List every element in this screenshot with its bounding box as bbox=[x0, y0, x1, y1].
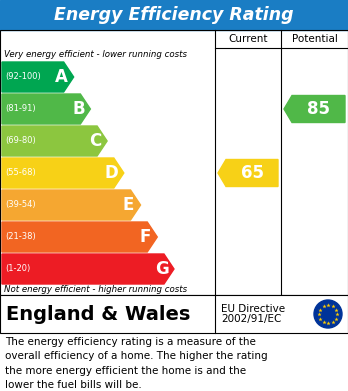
Text: 2002/91/EC: 2002/91/EC bbox=[221, 314, 282, 324]
Text: C: C bbox=[89, 132, 101, 150]
Text: (92-100): (92-100) bbox=[5, 72, 41, 81]
Circle shape bbox=[314, 300, 342, 328]
Bar bbox=[0, 295, 348, 333]
Text: E: E bbox=[123, 196, 134, 214]
Polygon shape bbox=[2, 62, 74, 92]
Text: 85: 85 bbox=[307, 100, 330, 118]
Text: D: D bbox=[105, 164, 119, 182]
Polygon shape bbox=[284, 95, 345, 122]
Polygon shape bbox=[2, 126, 107, 156]
Text: (69-80): (69-80) bbox=[5, 136, 36, 145]
Text: F: F bbox=[140, 228, 151, 246]
Polygon shape bbox=[2, 254, 174, 284]
Bar bbox=[0, 30, 348, 295]
Text: 65: 65 bbox=[240, 164, 263, 182]
Text: Very energy efficient - lower running costs: Very energy efficient - lower running co… bbox=[4, 50, 187, 59]
Text: Potential: Potential bbox=[292, 34, 338, 44]
Text: (39-54): (39-54) bbox=[5, 201, 35, 210]
Text: England & Wales: England & Wales bbox=[6, 305, 190, 323]
Text: G: G bbox=[155, 260, 169, 278]
Text: The energy efficiency rating is a measure of the
overall efficiency of a home. T: The energy efficiency rating is a measur… bbox=[5, 337, 268, 390]
Polygon shape bbox=[2, 222, 157, 252]
Text: A: A bbox=[55, 68, 68, 86]
Text: Not energy efficient - higher running costs: Not energy efficient - higher running co… bbox=[4, 285, 187, 294]
Polygon shape bbox=[2, 94, 90, 124]
Polygon shape bbox=[218, 160, 278, 187]
Bar bbox=[0, 0, 348, 30]
Text: (1-20): (1-20) bbox=[5, 264, 30, 273]
Text: Current: Current bbox=[228, 34, 268, 44]
Text: (81-91): (81-91) bbox=[5, 104, 35, 113]
Text: (55-68): (55-68) bbox=[5, 169, 36, 178]
Text: Energy Efficiency Rating: Energy Efficiency Rating bbox=[54, 6, 294, 24]
Text: EU Directive: EU Directive bbox=[221, 304, 285, 314]
Polygon shape bbox=[2, 158, 124, 188]
Polygon shape bbox=[2, 190, 141, 220]
Text: B: B bbox=[72, 100, 85, 118]
Text: (21-38): (21-38) bbox=[5, 233, 36, 242]
